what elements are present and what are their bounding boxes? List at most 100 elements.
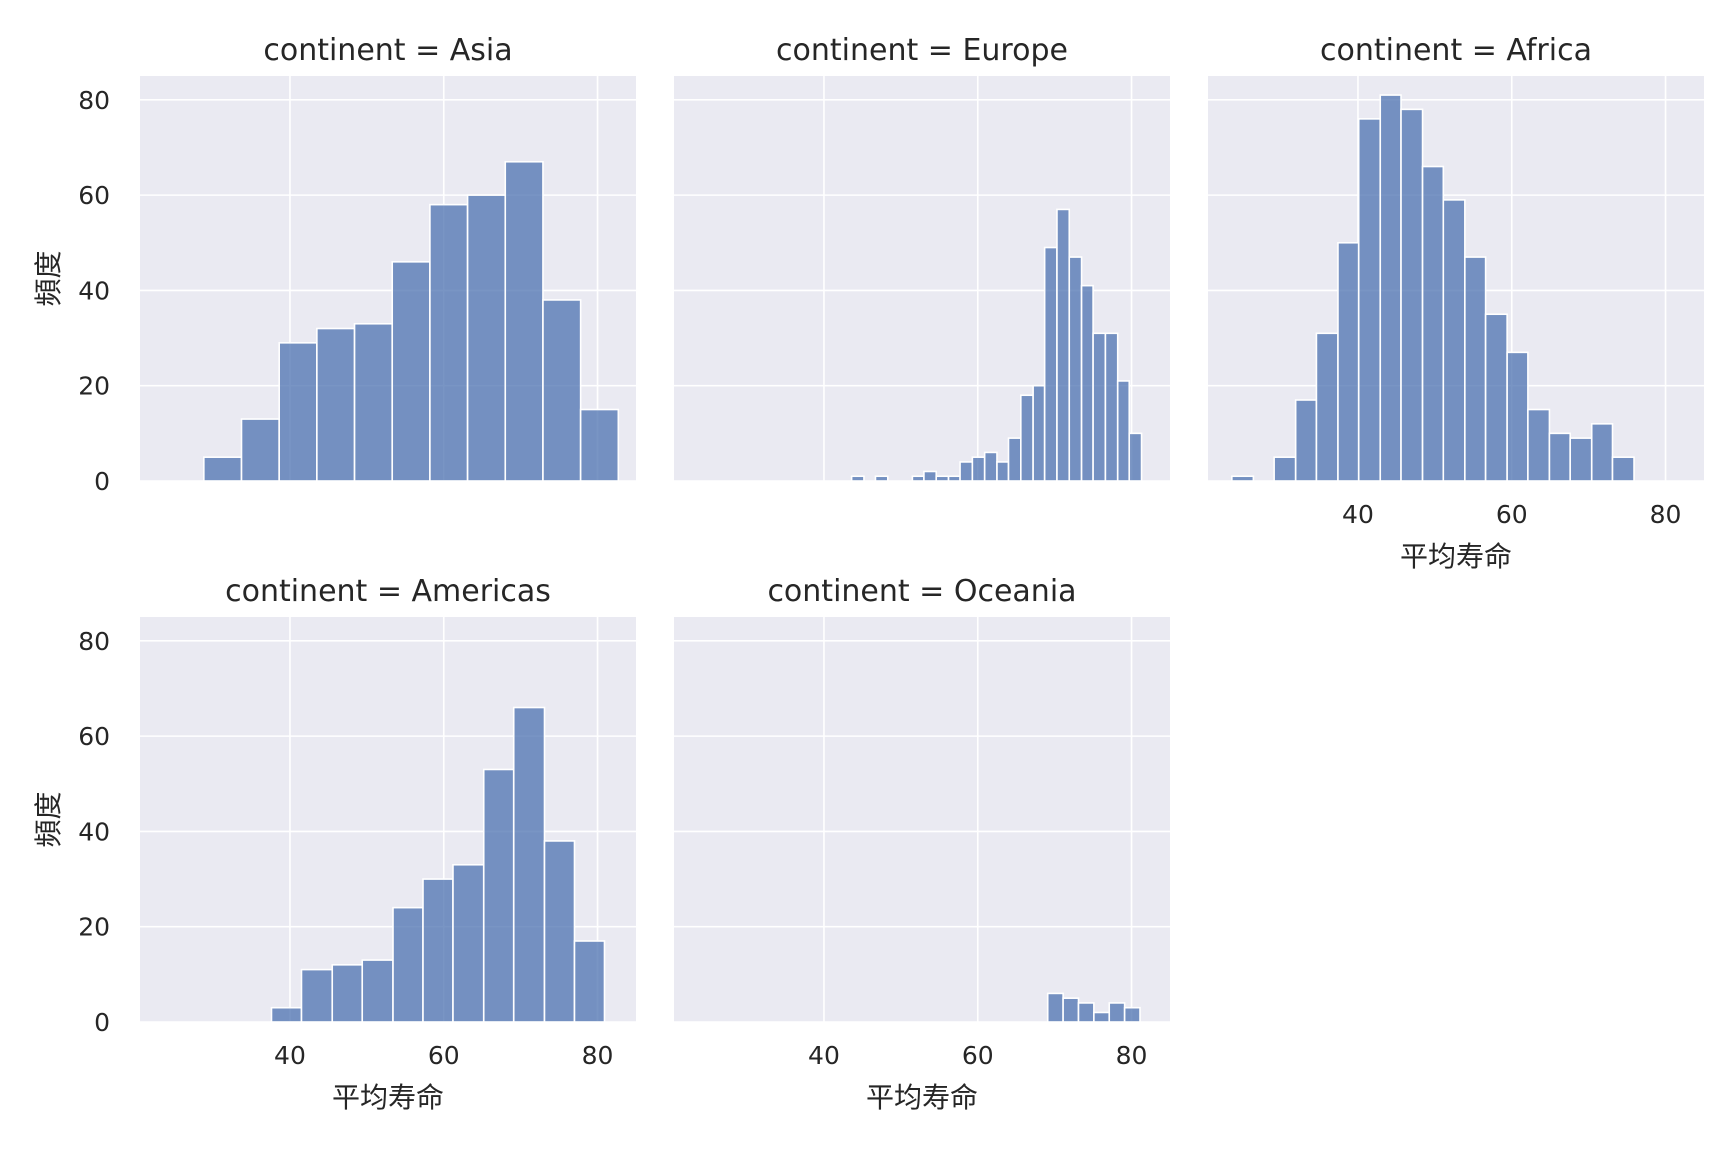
histogram-bar (1484, 313, 1508, 482)
histogram-bar (1123, 1006, 1141, 1023)
histogram-bar (1116, 380, 1131, 482)
y-tick-label: 0 (94, 1008, 110, 1037)
histogram-bar (504, 160, 544, 482)
x-axis-label: 平均寿命 (866, 1081, 978, 1114)
histogram-bar (1421, 165, 1445, 482)
histogram-bar (203, 456, 243, 482)
y-tick-label: 60 (78, 181, 110, 210)
x-tick-label: 40 (1342, 500, 1374, 529)
histogram-bar (1020, 394, 1034, 482)
panel-2: continent = Europe (674, 33, 1170, 482)
histogram-bar (579, 408, 620, 482)
histogram-bar (1337, 241, 1360, 482)
histogram-bar (996, 461, 1010, 482)
histogram-bar (1506, 351, 1529, 482)
histogram-bar (422, 878, 454, 1023)
histogram-bar (1062, 997, 1080, 1023)
histogram-bar (1080, 284, 1094, 482)
x-tick-label: 80 (1116, 1041, 1148, 1070)
y-tick-label: 20 (78, 372, 110, 401)
histogram-bar (543, 840, 576, 1023)
histogram-bar (911, 475, 925, 482)
histogram-bar (874, 475, 889, 482)
histogram-bar (1611, 456, 1635, 482)
histogram-bar (1056, 208, 1071, 482)
plot-area (674, 617, 1170, 1022)
histogram-bar (1357, 118, 1382, 482)
histogram-bar (512, 706, 546, 1023)
histogram-bar (1068, 256, 1083, 482)
histogram-bar (1231, 475, 1255, 482)
histogram-bar (240, 418, 280, 482)
histogram-bar (331, 964, 364, 1023)
histogram-bar (1400, 108, 1424, 482)
histogram-bar (452, 863, 485, 1023)
histogram-bar (1464, 256, 1487, 482)
histogram-bar (300, 968, 334, 1023)
histogram-bar (1548, 432, 1571, 482)
histogram-bar (391, 261, 431, 482)
panel-5: continent = Oceania 40 60 80 平均寿命 (674, 574, 1170, 1114)
panel-1: continent = Asia 0 20 40 60 80 頻度 (32, 33, 636, 496)
y-tick-label: 60 (78, 722, 110, 751)
x-tick-label: 60 (1496, 500, 1528, 529)
histogram-bar (1093, 1011, 1111, 1023)
x-tick-label: 40 (274, 1041, 306, 1070)
histogram-bar (270, 1006, 303, 1023)
x-tick-label: 60 (962, 1041, 994, 1070)
histogram-bar (1442, 199, 1466, 482)
histogram-bar (361, 959, 394, 1023)
histogram-bar (1043, 246, 1058, 482)
histogram-bar (850, 475, 865, 482)
histogram-bar (482, 768, 515, 1023)
histogram-bar (316, 327, 356, 482)
panel-title: continent = Europe (776, 33, 1068, 68)
panel-title: continent = Oceania (767, 574, 1076, 609)
y-tick-label: 80 (78, 86, 110, 115)
histogram-bar (983, 451, 998, 482)
histogram-bar (1315, 332, 1339, 482)
histogram-bar (392, 906, 424, 1023)
histogram-bar (542, 299, 582, 482)
histogram-bar (1273, 456, 1297, 482)
histogram-bar (1077, 1002, 1095, 1023)
histogram-bar (1092, 332, 1107, 482)
histogram-bar (923, 470, 938, 482)
histogram-bar (1007, 437, 1022, 482)
y-tick-label: 80 (78, 627, 110, 656)
x-axis-label: 平均寿命 (332, 1081, 444, 1114)
y-tick-label: 0 (94, 467, 110, 496)
histogram-bar (959, 461, 974, 482)
histogram-bar (935, 475, 950, 482)
histogram-bar (1379, 94, 1402, 482)
panel-title: continent = Africa (1320, 33, 1592, 68)
x-tick-label: 40 (808, 1041, 840, 1070)
histogram-bar (1104, 332, 1119, 482)
y-axis-label: 頻度 (32, 250, 65, 306)
y-tick-label: 40 (78, 276, 110, 305)
histogram-bar (1590, 423, 1614, 482)
panel-title: continent = Asia (263, 33, 512, 68)
histogram-bar (278, 342, 318, 482)
x-tick-label: 80 (582, 1041, 614, 1070)
histogram-bar (1527, 408, 1551, 482)
x-axis-label: 平均寿命 (1400, 540, 1512, 573)
panel-3: continent = Africa 40 60 80 平均寿命 (1208, 33, 1704, 573)
histogram-bar (947, 475, 961, 482)
histogram-bar (466, 194, 507, 482)
histogram-bar (353, 322, 394, 482)
y-axis-label: 頻度 (32, 791, 65, 847)
histogram-bar (1108, 1002, 1126, 1023)
panel-title: continent = Americas (225, 574, 551, 609)
panel-4: continent = Americas 0 20 40 60 80 40 60 80 平均寿命 頻… (32, 574, 636, 1114)
y-tick-label: 20 (78, 913, 110, 942)
histogram-bar (573, 940, 606, 1023)
histogram-bar (1128, 432, 1143, 482)
histogram-bar (1046, 992, 1064, 1023)
histogram-bar (1032, 384, 1046, 482)
x-tick-label: 60 (428, 1041, 460, 1070)
histogram-bar (429, 203, 469, 482)
x-tick-label: 80 (1650, 500, 1682, 529)
